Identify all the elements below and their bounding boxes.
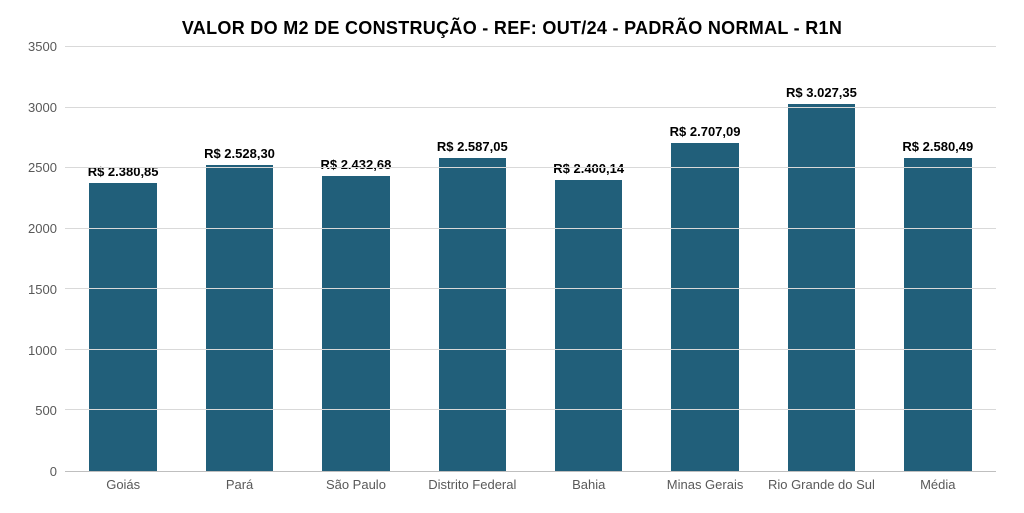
data-label: R$ 3.027,35 [786,85,857,100]
plot-area: R$ 2.380,85 R$ 2.528,30 R$ 2.432,68 R$ 2.58… [65,47,996,472]
gridline [65,228,996,229]
chart-container: VALOR DO M2 DE CONSTRUÇÃO - REF: OUT/24 … [0,0,1024,513]
data-label: R$ 2.400,14 [553,161,624,176]
bar-slot: R$ 2.707,09 [647,47,763,471]
data-label: R$ 2.528,30 [204,146,275,161]
data-label: R$ 2.707,09 [670,124,741,139]
x-axis: GoiásParáSão PauloDistrito FederalBahiaM… [65,472,996,493]
x-tick: Bahia [531,472,647,493]
gridline [65,349,996,350]
x-tick: Goiás [65,472,181,493]
x-tick: Pará [181,472,297,493]
x-tick: Distrito Federal [414,472,530,493]
bar [89,183,157,471]
gridline [65,46,996,47]
plot-wrap: 0500100015002000250030003500 R$ 2.380,85… [28,47,996,493]
bar [206,165,274,471]
chart-title: VALOR DO M2 DE CONSTRUÇÃO - REF: OUT/24 … [28,18,996,39]
gridline [65,288,996,289]
data-label: R$ 2.380,85 [88,164,159,179]
x-tick: Rio Grande do Sul [763,472,879,493]
bar-slot: R$ 2.587,05 [414,47,530,471]
bar-slot: R$ 2.432,68 [298,47,414,471]
bar-slot: R$ 2.380,85 [65,47,181,471]
gridline [65,409,996,410]
bar [555,180,623,471]
bar-slot: R$ 2.400,14 [530,47,646,471]
y-axis: 0500100015002000250030003500 [28,47,65,472]
bar-slot: R$ 3.027,35 [763,47,879,471]
bar [671,143,739,471]
x-tick: São Paulo [298,472,414,493]
data-label: R$ 2.580,49 [902,139,973,154]
x-tick: Minas Gerais [647,472,763,493]
bar [904,158,972,471]
bar [439,158,507,471]
plot-row: 0500100015002000250030003500 R$ 2.380,85… [28,47,996,472]
gridline [65,107,996,108]
x-tick: Média [880,472,996,493]
bar [322,176,390,471]
bars-group: R$ 2.380,85 R$ 2.528,30 R$ 2.432,68 R$ 2.58… [65,47,996,471]
data-label: R$ 2.587,05 [437,139,508,154]
data-label: R$ 2.432,68 [320,157,391,172]
bar-slot: R$ 2.580,49 [880,47,996,471]
gridline [65,167,996,168]
bar-slot: R$ 2.528,30 [181,47,297,471]
